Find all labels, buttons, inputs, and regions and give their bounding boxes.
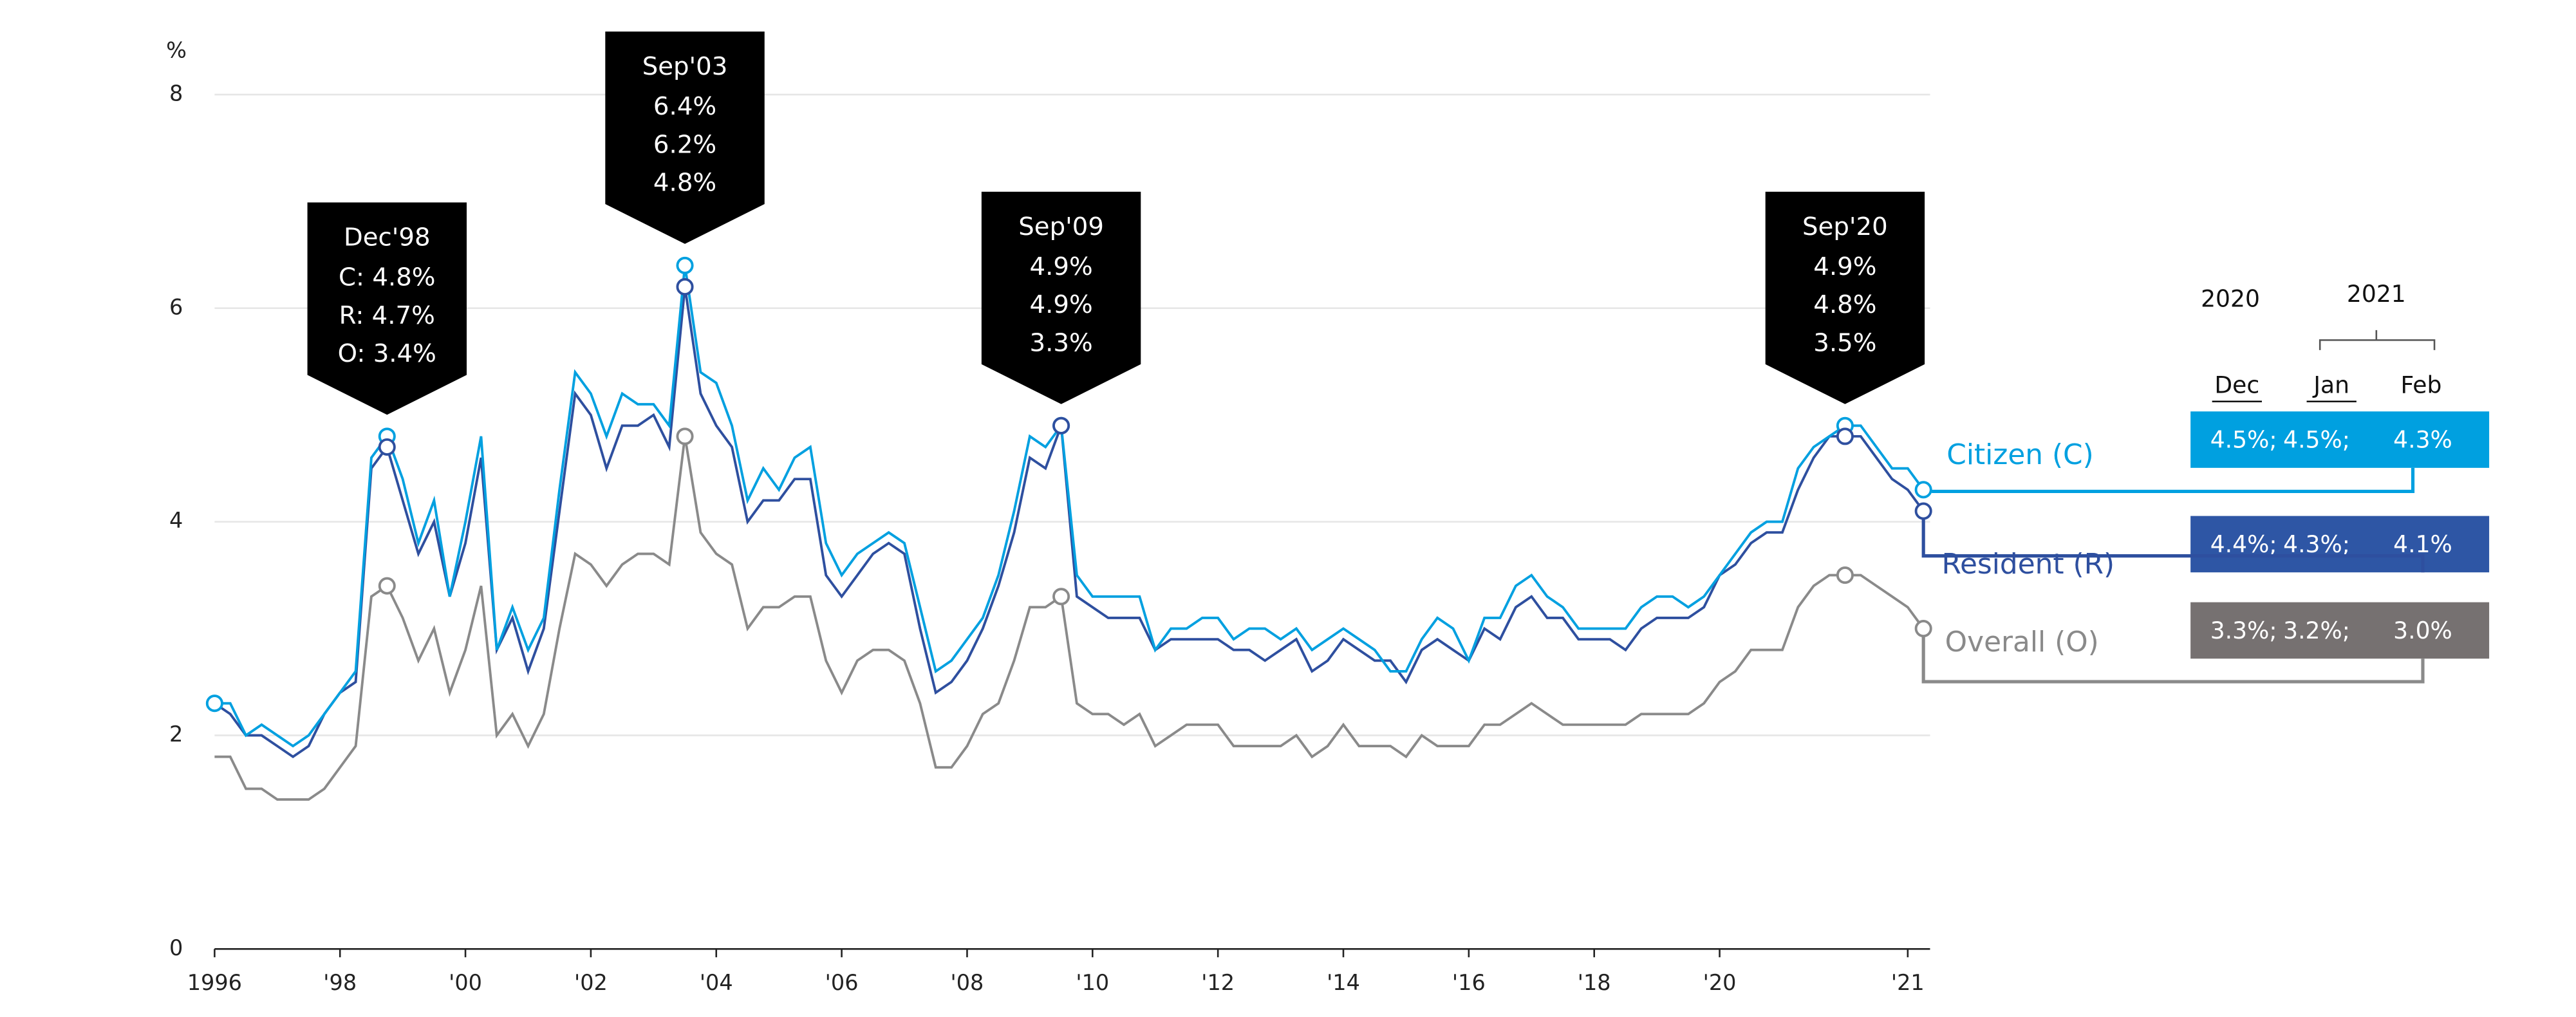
value-box: [2190, 411, 2490, 468]
month-label: Jan: [2312, 372, 2349, 399]
annotation-title: Dec'98: [344, 223, 431, 252]
y-tick-label: 6: [169, 294, 183, 319]
point-marker: [1914, 481, 1932, 499]
value-cell: 4.4%;: [2210, 531, 2277, 558]
connector: [1932, 467, 2415, 493]
legend-label: Citizen (C): [1946, 438, 2093, 471]
y-unit: %: [166, 37, 187, 62]
year-label: 2021: [2347, 281, 2406, 308]
annotation-line: 6.2%: [653, 130, 716, 159]
legend-label: Overall (O): [1945, 626, 2099, 658]
year-bracket: [2319, 330, 2436, 350]
x-tick-label: '21: [1891, 970, 1925, 995]
value-cell: 4.5%;: [2283, 427, 2350, 454]
value-box: [2190, 602, 2490, 659]
connector: [1921, 637, 2425, 684]
x-tick-label: '10: [1076, 970, 1109, 995]
annotation-line: 3.3%: [1029, 328, 1092, 357]
x-tick-label: '12: [1201, 970, 1235, 995]
annotation-line: 4.9%: [1029, 290, 1092, 319]
annotation-title: Sep'20: [1802, 212, 1888, 241]
annotation-line: 4.9%: [1813, 252, 1876, 281]
month-label: Dec: [2214, 372, 2259, 399]
year-label: 2020: [2201, 286, 2260, 313]
point-marker: [1052, 588, 1070, 606]
point-marker: [378, 577, 396, 595]
legend-label: Resident (R): [1942, 548, 2115, 581]
value-cell: 3.0%: [2393, 617, 2452, 644]
x-tick-label: 1996: [187, 970, 242, 995]
y-tick-label: 8: [169, 80, 183, 106]
value-box: [2190, 516, 2490, 573]
x-tick-label: '98: [323, 970, 357, 995]
x-tick-label: '18: [1578, 970, 1611, 995]
point-marker: [1914, 620, 1932, 638]
series-line: [214, 436, 1925, 801]
annotation-line: C: 4.8%: [339, 263, 436, 292]
x-tick-label: '20: [1703, 970, 1737, 995]
y-tick-label: 0: [169, 935, 183, 960]
x-tick-label: '14: [1327, 970, 1360, 995]
x-tick-label: '16: [1452, 970, 1486, 995]
annotation-line: 6.4%: [653, 92, 716, 121]
x-tick-label: '00: [449, 970, 482, 995]
annotation-line: 3.5%: [1813, 328, 1876, 357]
month-label: Feb: [2400, 372, 2441, 399]
annotation-line: 4.8%: [1813, 290, 1876, 319]
value-cell: 3.2%;: [2283, 617, 2350, 644]
connector: [1921, 519, 2425, 573]
x-tick-label: '08: [951, 970, 984, 995]
annotation-line: O: 3.4%: [338, 339, 436, 368]
annotation-box: [1765, 191, 1925, 404]
value-cell: 3.3%;: [2210, 617, 2277, 644]
annotation-box: [307, 202, 467, 415]
point-marker: [1836, 427, 1854, 445]
point-marker: [1914, 502, 1932, 520]
value-cell: 4.3%;: [2283, 531, 2350, 558]
point-marker: [676, 278, 694, 296]
annotation-line: 4.9%: [1029, 252, 1092, 281]
point-marker: [676, 427, 694, 445]
point-marker: [676, 256, 694, 274]
value-cell: 4.3%: [2393, 427, 2452, 454]
x-tick-label: '06: [825, 970, 859, 995]
annotation-box: [605, 31, 765, 244]
point-marker: [1836, 566, 1854, 584]
value-cell: 4.5%;: [2210, 427, 2277, 454]
point-marker: [378, 438, 396, 456]
y-tick-label: 4: [169, 508, 183, 533]
point-marker: [205, 695, 223, 713]
y-tick-label: 2: [169, 722, 183, 747]
annotation-line: 4.8%: [653, 169, 716, 198]
x-tick-label: '02: [574, 970, 608, 995]
x-tick-label: '04: [700, 970, 733, 995]
annotation-box: [981, 191, 1141, 404]
annotation-title: Sep'09: [1018, 212, 1104, 241]
annotation-line: R: 4.7%: [339, 301, 435, 330]
value-cell: 4.1%: [2393, 531, 2452, 558]
annotation-title: Sep'03: [642, 52, 728, 81]
point-marker: [1052, 416, 1070, 434]
series-line: [214, 265, 1925, 748]
